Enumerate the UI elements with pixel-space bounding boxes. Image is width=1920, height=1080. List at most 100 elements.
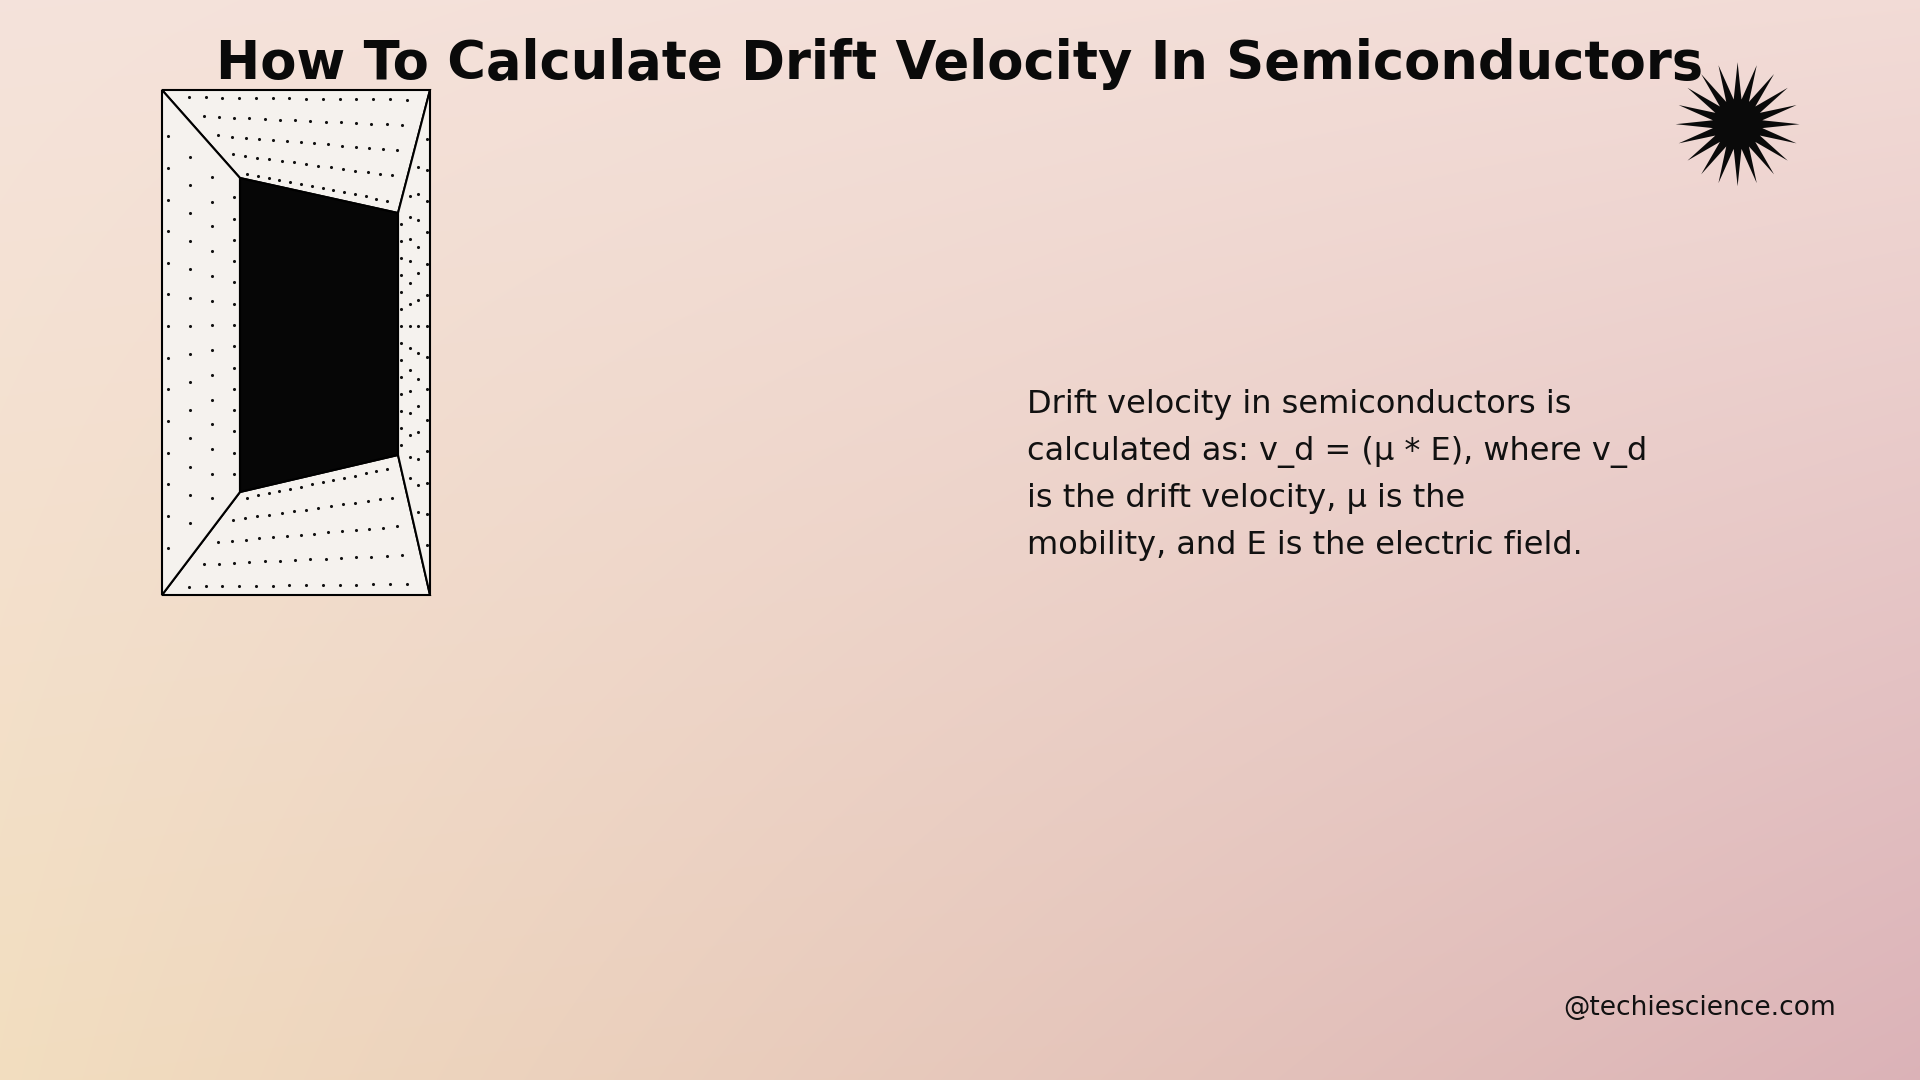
Point: [219, 253, 250, 270]
Point: [340, 522, 371, 539]
Point: [386, 232, 417, 249]
Point: [154, 475, 184, 492]
Point: [376, 489, 407, 507]
Point: [413, 318, 444, 335]
Point: [369, 140, 399, 158]
Point: [257, 132, 288, 149]
Point: [351, 492, 382, 510]
Point: [204, 108, 234, 125]
Point: [382, 141, 413, 159]
Point: [386, 335, 417, 352]
Point: [154, 508, 184, 525]
Text: Drift velocity in semiconductors is
calculated as: v_d = (µ * E), where v_d
is t: Drift velocity in semiconductors is calc…: [1027, 389, 1647, 562]
Point: [361, 190, 392, 207]
Point: [340, 162, 371, 179]
Point: [271, 133, 301, 150]
Point: [394, 318, 424, 335]
Point: [219, 465, 250, 483]
Point: [219, 380, 250, 397]
Text: How To Calculate Drift Velocity In Semiconductors: How To Calculate Drift Velocity In Semic…: [217, 38, 1703, 90]
Point: [315, 159, 346, 176]
Point: [355, 114, 386, 132]
Point: [219, 402, 250, 419]
Point: [232, 165, 263, 183]
Point: [403, 265, 434, 282]
Point: [340, 186, 371, 203]
Point: [394, 382, 424, 400]
Point: [326, 550, 357, 567]
Point: [403, 476, 434, 494]
Point: [403, 345, 434, 362]
Point: [290, 501, 321, 518]
Point: [340, 138, 371, 156]
Point: [154, 381, 184, 399]
Point: [234, 554, 265, 571]
Point: [371, 116, 401, 133]
Point: [196, 267, 227, 284]
Point: [413, 474, 444, 491]
Point: [196, 366, 227, 383]
Point: [257, 90, 288, 107]
Point: [349, 464, 380, 482]
Point: [196, 292, 227, 309]
Point: [340, 467, 371, 484]
Point: [392, 576, 422, 593]
Point: [403, 318, 434, 335]
Point: [219, 316, 250, 334]
Point: [403, 397, 434, 415]
Point: [386, 284, 417, 301]
Text: @techiescience.com: @techiescience.com: [1563, 995, 1836, 1021]
Point: [204, 126, 234, 144]
Point: [290, 90, 321, 107]
Point: [365, 165, 396, 183]
Point: [353, 521, 384, 538]
Point: [386, 267, 417, 284]
Point: [175, 430, 205, 447]
Point: [386, 436, 417, 454]
Point: [196, 168, 227, 186]
Point: [307, 577, 338, 594]
Point: [290, 156, 321, 173]
Point: [303, 157, 334, 174]
Point: [342, 576, 372, 593]
Point: [175, 374, 205, 391]
Point: [175, 232, 205, 249]
Point: [403, 159, 434, 176]
Point: [232, 489, 263, 507]
Point: [275, 481, 305, 498]
Point: [196, 391, 227, 408]
Point: [253, 485, 284, 502]
Point: [271, 527, 301, 544]
Point: [207, 89, 238, 106]
Point: [319, 181, 349, 199]
Point: [296, 475, 326, 492]
Point: [386, 403, 417, 420]
Point: [386, 386, 417, 403]
Point: [386, 368, 417, 386]
Point: [403, 212, 434, 229]
Point: [219, 273, 250, 291]
Point: [280, 552, 311, 569]
Point: [413, 349, 444, 366]
Point: [403, 423, 434, 441]
Point: [225, 578, 255, 595]
Point: [225, 90, 255, 107]
Point: [207, 578, 238, 595]
Point: [394, 208, 424, 226]
Point: [244, 530, 275, 548]
Point: [394, 405, 424, 422]
Point: [394, 187, 424, 204]
Point: [154, 286, 184, 303]
Point: [413, 224, 444, 241]
Point: [357, 576, 388, 593]
Point: [242, 487, 273, 504]
Point: [371, 548, 401, 565]
Point: [394, 470, 424, 487]
Point: [386, 351, 417, 368]
Point: [386, 300, 417, 318]
Point: [219, 210, 250, 227]
Point: [394, 296, 424, 313]
Point: [394, 361, 424, 378]
Point: [307, 473, 338, 490]
Point: [340, 549, 371, 566]
